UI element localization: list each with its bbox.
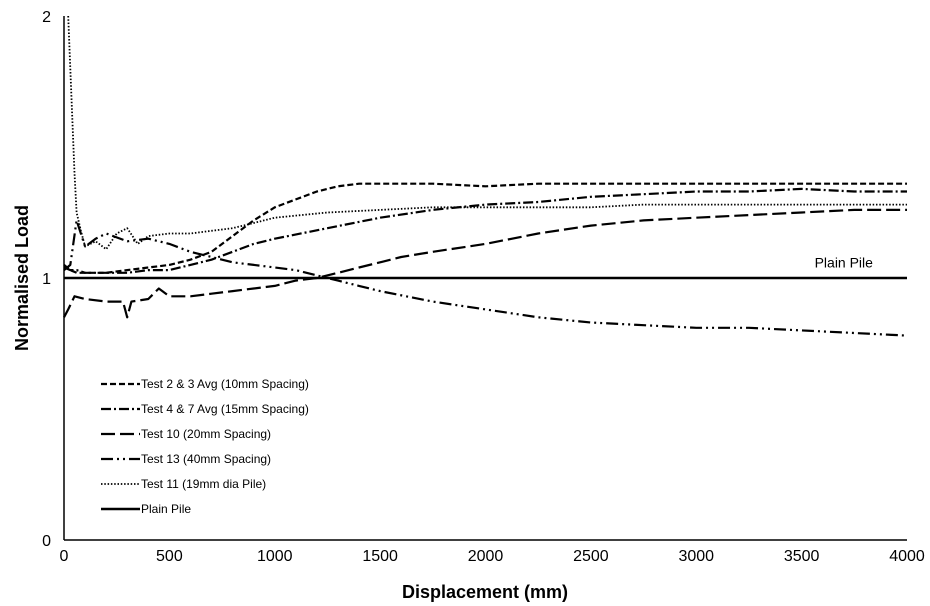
y-tick-label: 2 [42, 9, 51, 26]
series-line-0 [63, 182, 907, 274]
series-line-2 [63, 208, 907, 319]
x-tick-label: 3500 [784, 548, 820, 565]
tick-labels: 0 500 1000 1500 2000 2500 3000 3500 4000 0 1 2 [42, 9, 925, 565]
y-tick-label: 1 [42, 271, 51, 288]
axes [63, 16, 907, 541]
legend-label-1: Test 4 & 7 Avg (15mm Spacing) [141, 402, 309, 416]
x-tick-label: 0 [60, 548, 69, 565]
x-tick-label: 1500 [362, 548, 398, 565]
legend: Test 2 & 3 Avg (10mm Spacing) Test 4 & 7 … [101, 377, 309, 516]
x-tick-label: 2500 [573, 548, 609, 565]
annotations: Plain Pile [815, 255, 874, 271]
x-tick-label: 3000 [678, 548, 714, 565]
series-layer [63, 15, 908, 337]
x-axis-title: Displacement (mm) [402, 582, 568, 602]
legend-label-5: Plain Pile [141, 502, 191, 516]
y-tick-label: 0 [42, 533, 51, 550]
legend-label-0: Test 2 & 3 Avg (10mm Spacing) [141, 377, 309, 391]
series-line-1 [63, 187, 907, 274]
x-tick-label: 4000 [889, 548, 925, 565]
y-axis-title: Normalised Load [12, 205, 32, 351]
annotation-plain-pile: Plain Pile [815, 255, 874, 271]
legend-label-2: Test 10 (20mm Spacing) [141, 427, 271, 441]
x-tick-label: 1000 [257, 548, 293, 565]
x-tick-label: 500 [156, 548, 183, 565]
x-tick-label: 2000 [468, 548, 504, 565]
legend-label-3: Test 13 (40mm Spacing) [141, 452, 271, 466]
series-line-3 [63, 219, 908, 337]
legend-label-4: Test 11 (19mm dia Pile) [141, 477, 266, 491]
series-line-4 [67, 15, 907, 251]
